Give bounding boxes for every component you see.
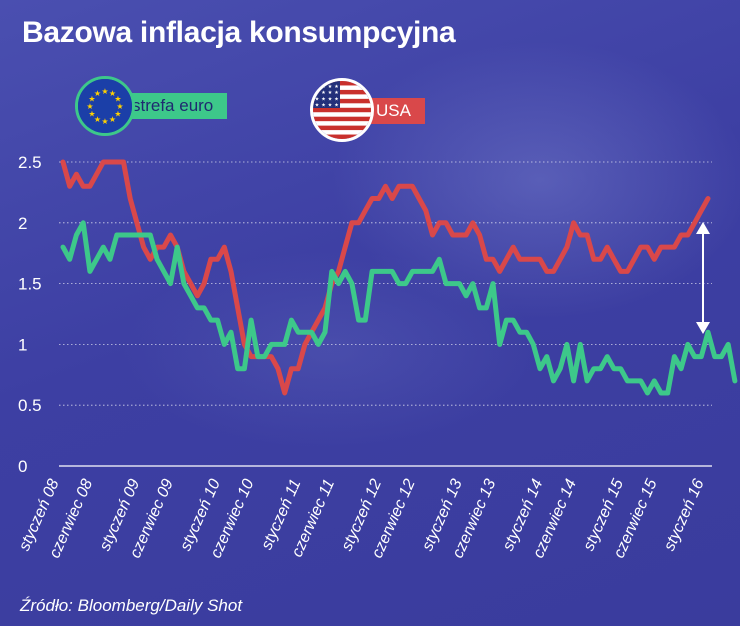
us-stripe xyxy=(313,81,371,86)
us-star: ★ xyxy=(321,103,326,109)
us-star: ★ xyxy=(334,84,339,90)
us-star: ★ xyxy=(315,96,320,102)
us-star: ★ xyxy=(321,84,326,90)
us-stripe xyxy=(313,134,371,139)
us-star: ★ xyxy=(328,90,333,96)
legend-eu-label: strefa euro xyxy=(132,96,214,115)
y-tick-label: 0 xyxy=(18,457,27,476)
us-flag-graphic: ★ ★ ★ ★★ ★ ★ ★★ ★ ★ ★★ ★ ★ ★ xyxy=(313,81,371,139)
eu-star: ★ xyxy=(94,115,101,124)
arrow-head-up xyxy=(696,222,710,234)
legend-us-label: USA xyxy=(376,101,411,120)
eu-star: ★ xyxy=(88,110,95,119)
eu-flag-icon: ★ ★ ★ ★ ★ ★ ★ ★ ★ ★ ★ ★ xyxy=(75,76,135,136)
eu-star: ★ xyxy=(114,95,121,104)
y-tick-label: 2.5 xyxy=(18,153,42,172)
us-star: ★ xyxy=(334,90,339,96)
series-line-eu xyxy=(60,220,738,396)
eu-star: ★ xyxy=(94,89,101,98)
eu-flag-graphic: ★★★★★★★★★ ★ ★★ xyxy=(78,79,132,133)
us-star: ★ xyxy=(328,96,333,102)
us-star: ★ xyxy=(315,90,320,96)
us-star: ★ xyxy=(328,84,333,90)
us-stripe xyxy=(313,125,371,131)
y-tick-label: 1.5 xyxy=(18,275,42,294)
x-tick-label: styczeń 16 xyxy=(661,477,708,554)
us-star: ★ xyxy=(315,103,320,109)
eu-star: ★ xyxy=(86,102,93,111)
y-tick-label: 1 xyxy=(18,335,27,354)
us-stripe xyxy=(313,89,371,95)
us-star: ★ xyxy=(328,103,333,109)
us-stripe xyxy=(313,107,371,113)
us-star: ★ xyxy=(321,96,326,102)
us-star: ★ xyxy=(321,90,326,96)
double-arrow-icon xyxy=(696,222,710,334)
y-tick-label: 2 xyxy=(18,214,27,233)
us-star: ★ xyxy=(334,96,339,102)
us-stripe xyxy=(313,98,371,104)
series-line-us xyxy=(60,159,711,396)
source-note: Źródło: Bloomberg/Daily Shot xyxy=(20,596,243,615)
us-star: ★ xyxy=(334,103,339,109)
us-flag-icon: ★ ★ ★ ★ ★ ★ ★ ★ ★ ★ ★ ★ ★ ★ ★ ★ xyxy=(310,78,374,142)
page-title: Bazowa inflacja konsumpcyjna xyxy=(22,16,456,49)
arrow-head-down xyxy=(696,322,710,334)
eu-star: ★ xyxy=(88,95,95,104)
us-stripe xyxy=(313,116,371,122)
background-glow xyxy=(330,40,740,320)
eu-star: ★ xyxy=(114,110,121,119)
eu-star: ★ xyxy=(101,87,108,96)
eu-star: ★ xyxy=(116,102,123,111)
y-tick-label: 0.5 xyxy=(18,396,42,415)
eu-star: ★ xyxy=(109,89,116,98)
eu-star: ★ xyxy=(101,117,108,126)
eu-star: ★ xyxy=(109,115,116,124)
